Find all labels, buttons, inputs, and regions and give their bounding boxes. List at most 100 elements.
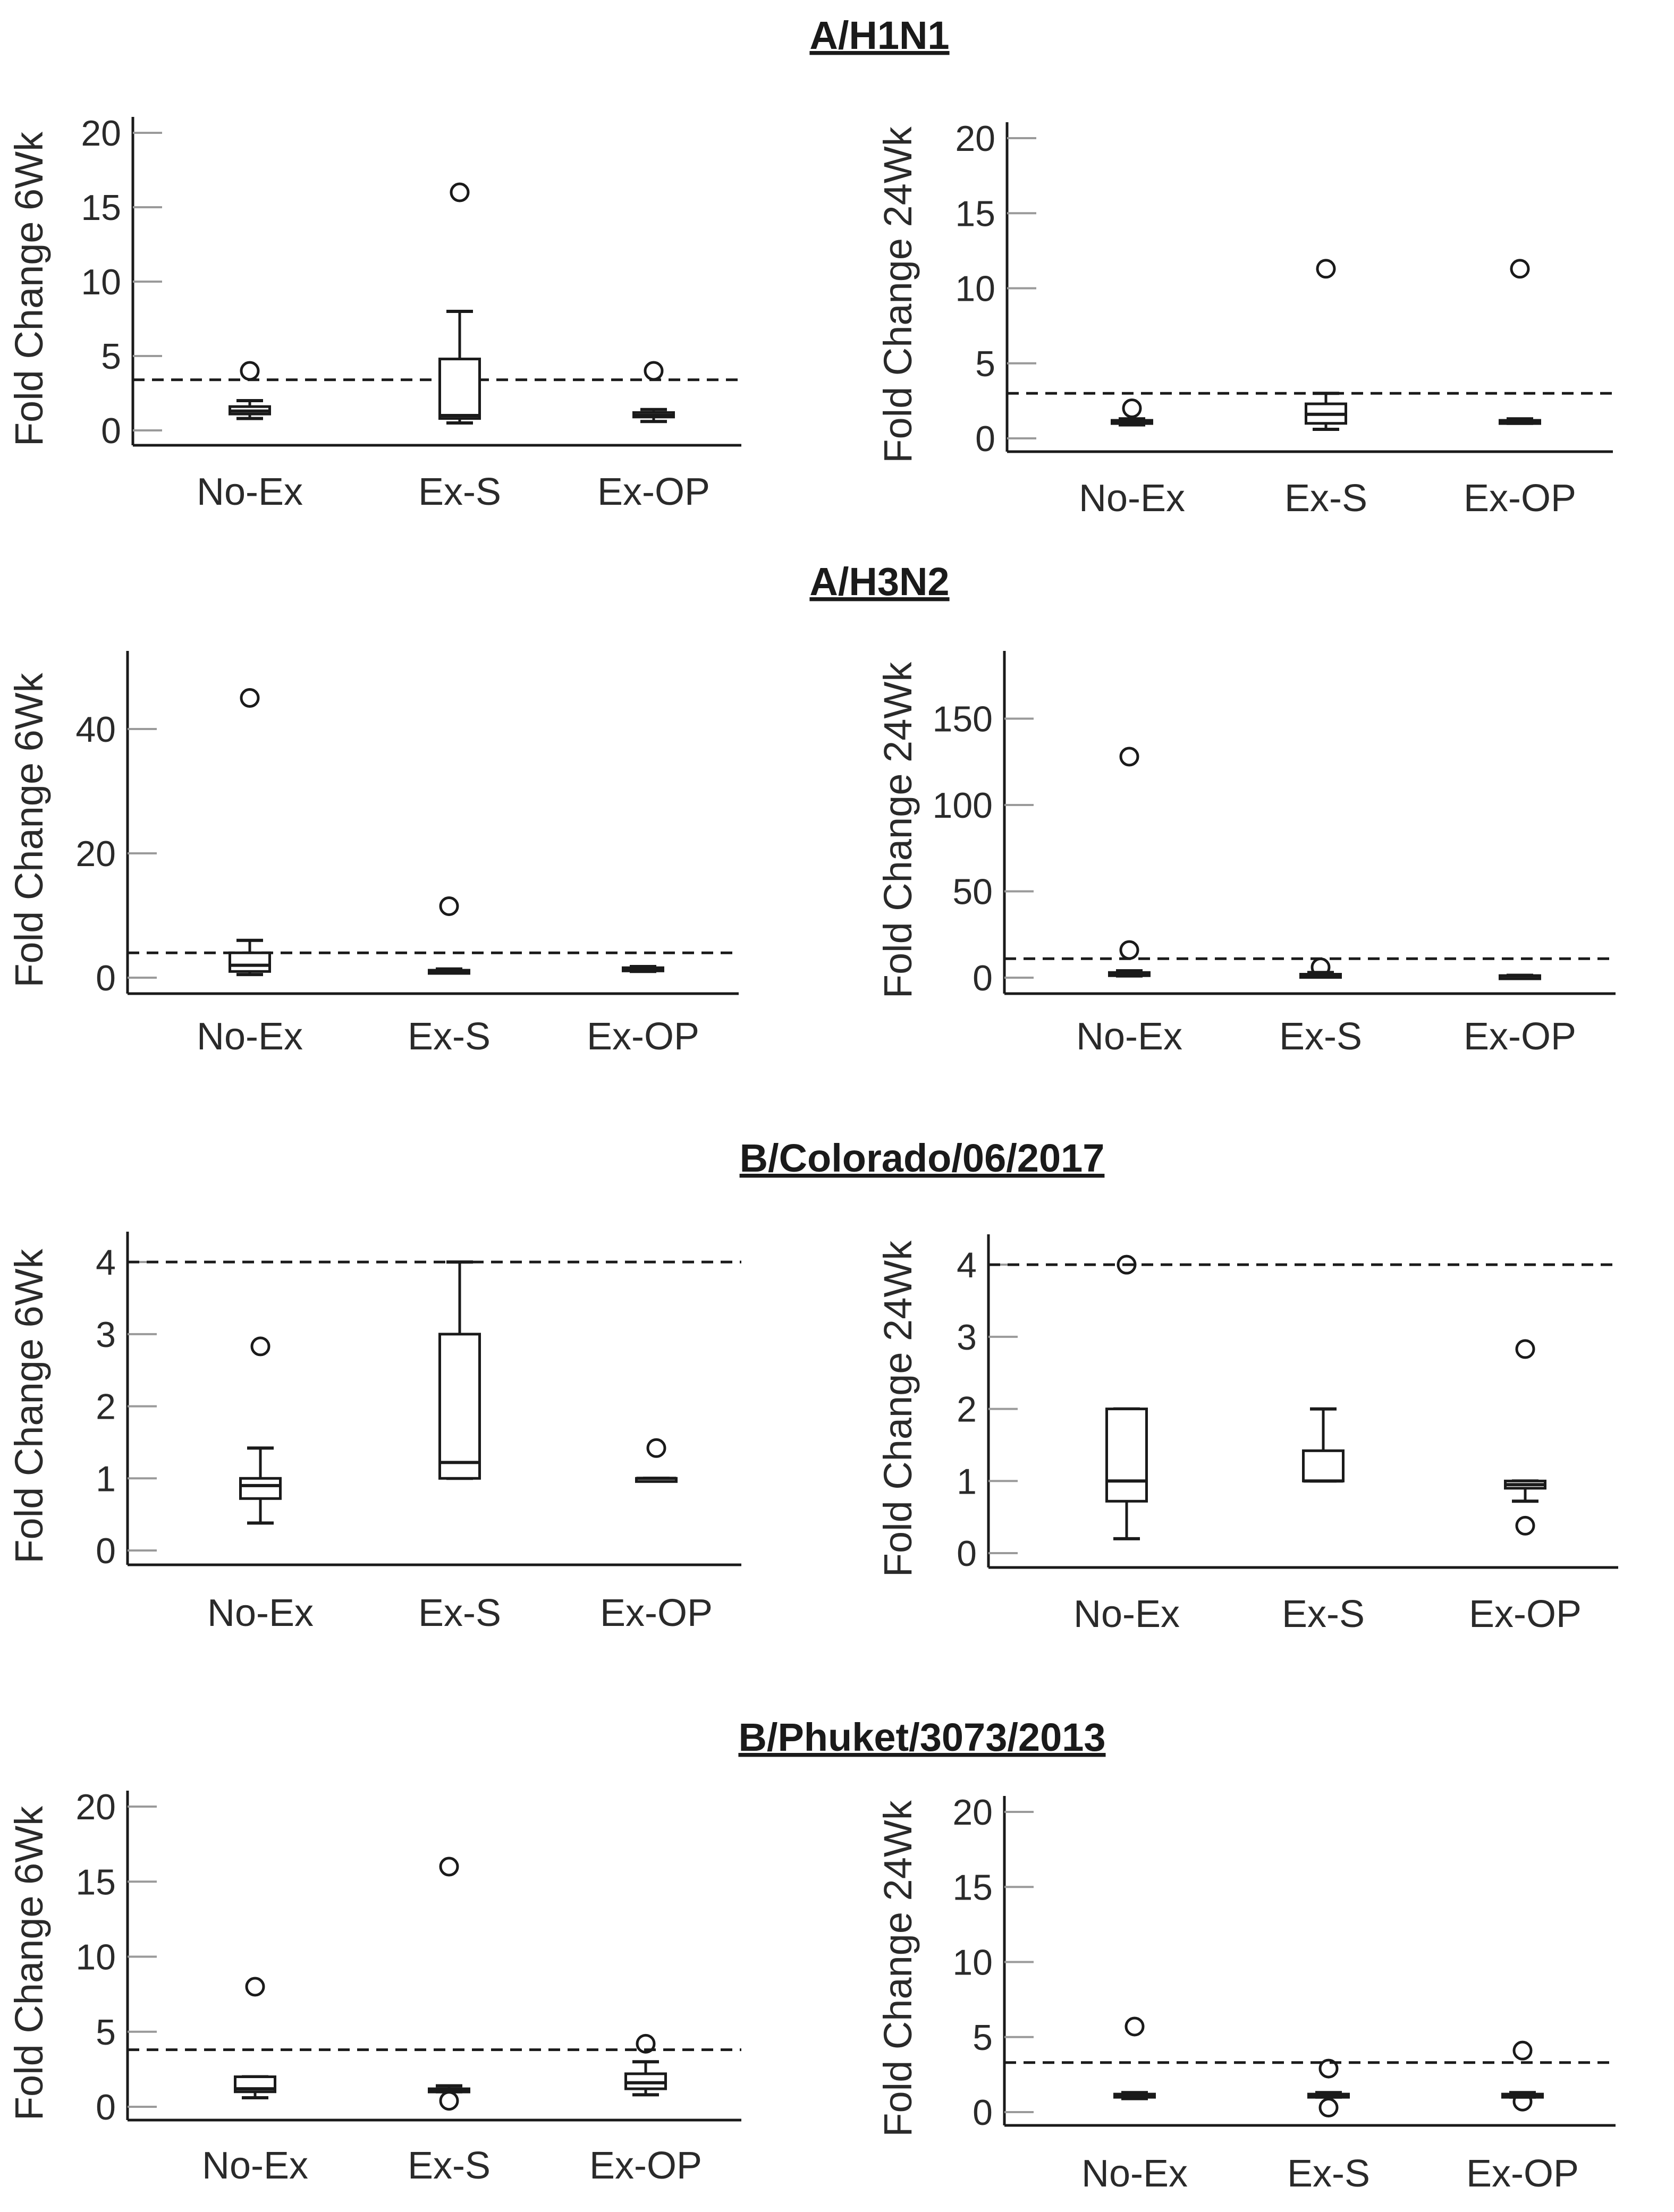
box-exop [624, 2033, 667, 2097]
y-tick-label: 150 [933, 699, 993, 740]
outlier-point [1117, 1255, 1137, 1275]
y-tick-label: 10 [955, 269, 995, 309]
box-iqr [1105, 1408, 1148, 1503]
y-tick-label: 0 [975, 419, 995, 459]
box-chart-2: 0 5 10 15 20 Fold Change 24Wk No-Ex Ex-S Ex-OP [876, 118, 1613, 520]
outlier-point [1125, 2016, 1145, 2037]
y-tick-label: 1 [957, 1461, 977, 1502]
y-tick-label: 15 [75, 1862, 116, 1902]
x-category-label: Ex-S [1287, 2152, 1370, 2195]
box-iqr [239, 1477, 282, 1500]
box-exs [1299, 957, 1342, 979]
box-chart-1: 0 5 10 15 20 Fold Change 6Wk No-Ex Ex-S Ex-OP [7, 113, 741, 513]
outlier-point [646, 1438, 666, 1458]
y-axis-label: Fold Change 6Wk [7, 1806, 51, 2121]
outlier-point [1119, 747, 1139, 767]
outlier-point [240, 688, 260, 708]
y-tick-label: 2 [957, 1389, 977, 1430]
y-tick-label: 4 [957, 1245, 977, 1285]
x-category-label: Ex-S [418, 471, 501, 513]
box-exop [632, 361, 675, 423]
y-tick-label: 50 [952, 872, 993, 912]
box-noex [229, 361, 271, 420]
box-exs [438, 182, 481, 425]
box-exs [1307, 2058, 1350, 2118]
box-chart-7: 0 5 10 15 20 Fold Change 6Wk No-Ex Ex-S Ex-OP [7, 1787, 741, 2187]
x-category-label: Ex-OP [1466, 2152, 1579, 2195]
box-noex [229, 688, 271, 977]
box-noex [239, 1336, 282, 1525]
outlier-point [1316, 259, 1336, 279]
outlier-point [1512, 2091, 1533, 2112]
y-tick-label: 5 [101, 336, 121, 377]
x-category-label: Ex-OP [587, 1015, 699, 1058]
y-tick-label: 20 [952, 1792, 993, 1833]
box-exs [438, 1260, 481, 1480]
box-exs [1305, 259, 1347, 431]
outlier-point [1318, 2098, 1339, 2118]
y-axis-label: Fold Change 6Wk [7, 672, 51, 987]
y-tick-label: 0 [96, 1531, 116, 1571]
x-category-label: No-Ex [197, 1015, 303, 1058]
outlier-point [1119, 940, 1139, 960]
box-noex [1105, 1255, 1148, 1540]
outlier-point [636, 2033, 656, 2054]
outlier-point [450, 182, 470, 202]
outlier-point [1512, 2040, 1533, 2061]
y-tick-label: 3 [957, 1317, 977, 1358]
y-tick-label: 15 [952, 1867, 993, 1908]
box-noex [1111, 399, 1153, 427]
panel-title-phuket: B/Phuket/3073/2013 [738, 1715, 1105, 1759]
y-tick-label: 20 [75, 834, 116, 874]
y-axis-label: Fold Change 24Wk [876, 1240, 920, 1577]
x-category-label: Ex-OP [1464, 477, 1576, 520]
outlier-point [1318, 2058, 1339, 2079]
y-tick-label: 5 [975, 344, 995, 384]
y-tick-label: 2 [96, 1387, 116, 1427]
y-tick-label: 0 [973, 958, 993, 998]
y-tick-label: 40 [75, 709, 116, 750]
box-iqr [438, 358, 481, 420]
box-exs [428, 1857, 470, 2111]
y-tick-label: 0 [96, 958, 116, 998]
box-exop [1499, 973, 1541, 980]
y-tick-label: 10 [75, 1937, 116, 1978]
outlier-point [245, 1977, 265, 1997]
y-tick-label: 5 [96, 2012, 116, 2053]
y-tick-label: 0 [96, 2087, 116, 2128]
box-noex [234, 1977, 276, 2100]
box-exs [1302, 1407, 1345, 1483]
y-tick-label: 5 [973, 2018, 993, 2058]
box-exop [635, 1438, 678, 1483]
x-category-label: No-Ex [207, 1592, 314, 1634]
box-exop [1499, 259, 1541, 425]
box-exop [1501, 2040, 1544, 2112]
y-axis-label: Fold Change 6Wk [7, 131, 51, 446]
y-axis-label: Fold Change 6Wk [7, 1248, 51, 1563]
box-chart-4: 0 50 100 150 Fold Change 24Wk No-Ex Ex-S Ex-OP [876, 651, 1616, 1058]
y-axis-label: Fold Change 24Wk [876, 662, 920, 998]
y-tick-label: 20 [75, 1787, 116, 1827]
y-tick-label: 10 [952, 1943, 993, 1983]
outlier-point [439, 1857, 459, 1877]
box-chart-6: 0 1 2 3 4 Fold Change 24Wk No-Ex Ex-S Ex-OP [876, 1234, 1618, 1635]
box-exop [1504, 1339, 1546, 1536]
y-axis-label: Fold Change 24Wk [876, 1800, 920, 2137]
box-iqr [1302, 1449, 1345, 1482]
box-chart-3: 0 20 40 Fold Change 6Wk No-Ex Ex-S Ex-OP [7, 651, 739, 1058]
x-category-label: Ex-OP [597, 471, 710, 513]
y-tick-label: 0 [101, 411, 121, 451]
x-category-label: No-Ex [197, 471, 303, 513]
outlier-point [1311, 957, 1331, 977]
outlier-point [439, 2091, 459, 2111]
x-category-label: Ex-OP [589, 2145, 702, 2187]
box-chart-8: 0 5 10 15 20 Fold Change 24Wk No-Ex Ex-S Ex-OP [876, 1792, 1616, 2195]
x-category-label: No-Ex [1079, 477, 1185, 520]
y-tick-label: 3 [96, 1315, 116, 1355]
x-category-label: Ex-S [408, 2145, 491, 2187]
x-category-label: Ex-S [418, 1592, 501, 1634]
y-tick-label: 0 [973, 2092, 993, 2133]
outlier-point [644, 361, 664, 381]
